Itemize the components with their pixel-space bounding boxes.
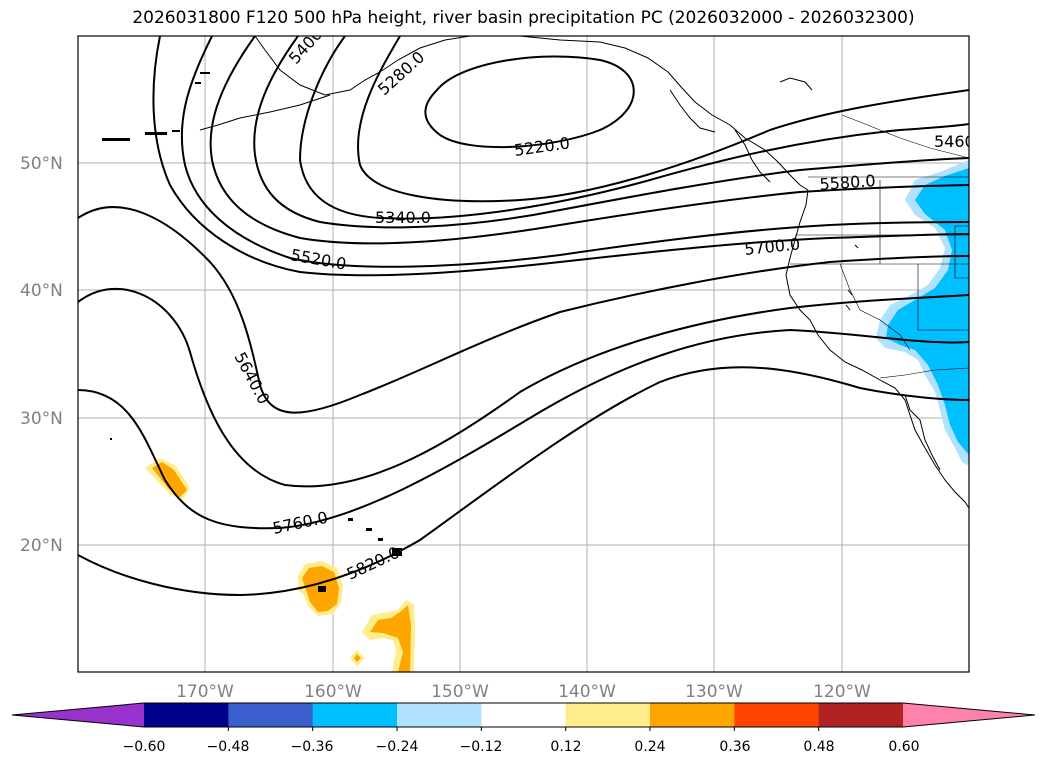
- lon-label: 170°W: [176, 682, 234, 702]
- colorbar-tick-label: −0.36: [291, 739, 334, 755]
- graticule: [78, 36, 969, 672]
- lon-label: 150°W: [431, 682, 489, 702]
- lat-label: 40°N: [20, 281, 63, 301]
- height-contours: [78, 36, 969, 597]
- colorbar-tick-label: −0.48: [207, 739, 250, 755]
- latitude-labels: 50°N 40°N 30°N 20°N: [20, 154, 63, 556]
- colorbar-segment: [312, 703, 398, 727]
- lat-label: 30°N: [20, 409, 63, 429]
- colorbar-segment: [144, 703, 229, 727]
- lon-label: 140°W: [558, 682, 616, 702]
- colorbar-segment: [397, 703, 482, 727]
- colorbar-tick-labels: −0.60 −0.48 −0.36 −0.24 −0.12 0.12 0.24 …: [123, 739, 920, 755]
- colorbar-extend-min: [12, 703, 144, 727]
- contour-label: 5460: [934, 132, 975, 151]
- colorbar-tick-label: 0.12: [550, 739, 581, 755]
- lat-label: 20°N: [20, 536, 63, 556]
- contour-label: 5580.0: [819, 171, 876, 194]
- colorbar-tick-label: 0.48: [803, 739, 834, 755]
- map-area: [78, 36, 969, 672]
- map-frame: [77, 35, 970, 673]
- colorbar-segment: [228, 703, 314, 727]
- colorbar-extend-max: [903, 703, 1035, 727]
- political-boundaries: [790, 114, 969, 379]
- colorbar-segment: [481, 703, 567, 727]
- lat-label: 50°N: [20, 154, 63, 174]
- colorbar-tick-label: 0.24: [634, 739, 665, 755]
- lon-label: 120°W: [813, 682, 871, 702]
- colorbar-tick-label: −0.12: [460, 739, 503, 755]
- lon-label: 160°W: [304, 682, 362, 702]
- colorbar-tick-label: 0.60: [888, 739, 919, 755]
- colorbar-tick-label: 0.36: [719, 739, 750, 755]
- colorbar: [11, 702, 1036, 731]
- colorbar-segment: [650, 703, 735, 727]
- colorbar-segment: [734, 703, 820, 727]
- colorbar-segment: [565, 703, 651, 727]
- colorbar-outline: [11, 702, 1036, 728]
- colorbar-tick-label: −0.60: [123, 739, 166, 755]
- lon-label: 130°W: [685, 682, 743, 702]
- longitude-labels: 170°W 160°W 150°W 140°W 130°W 120°W: [176, 682, 871, 702]
- precip-negative-region: [876, 160, 969, 466]
- colorbar-segment: [818, 703, 904, 727]
- map-title: 2026031800 F120 500 hPa height, river ba…: [132, 8, 915, 28]
- contour-label: 5340.0: [375, 208, 431, 227]
- colorbar-tick-label: −0.24: [376, 739, 419, 755]
- coastlines: [199, 36, 969, 509]
